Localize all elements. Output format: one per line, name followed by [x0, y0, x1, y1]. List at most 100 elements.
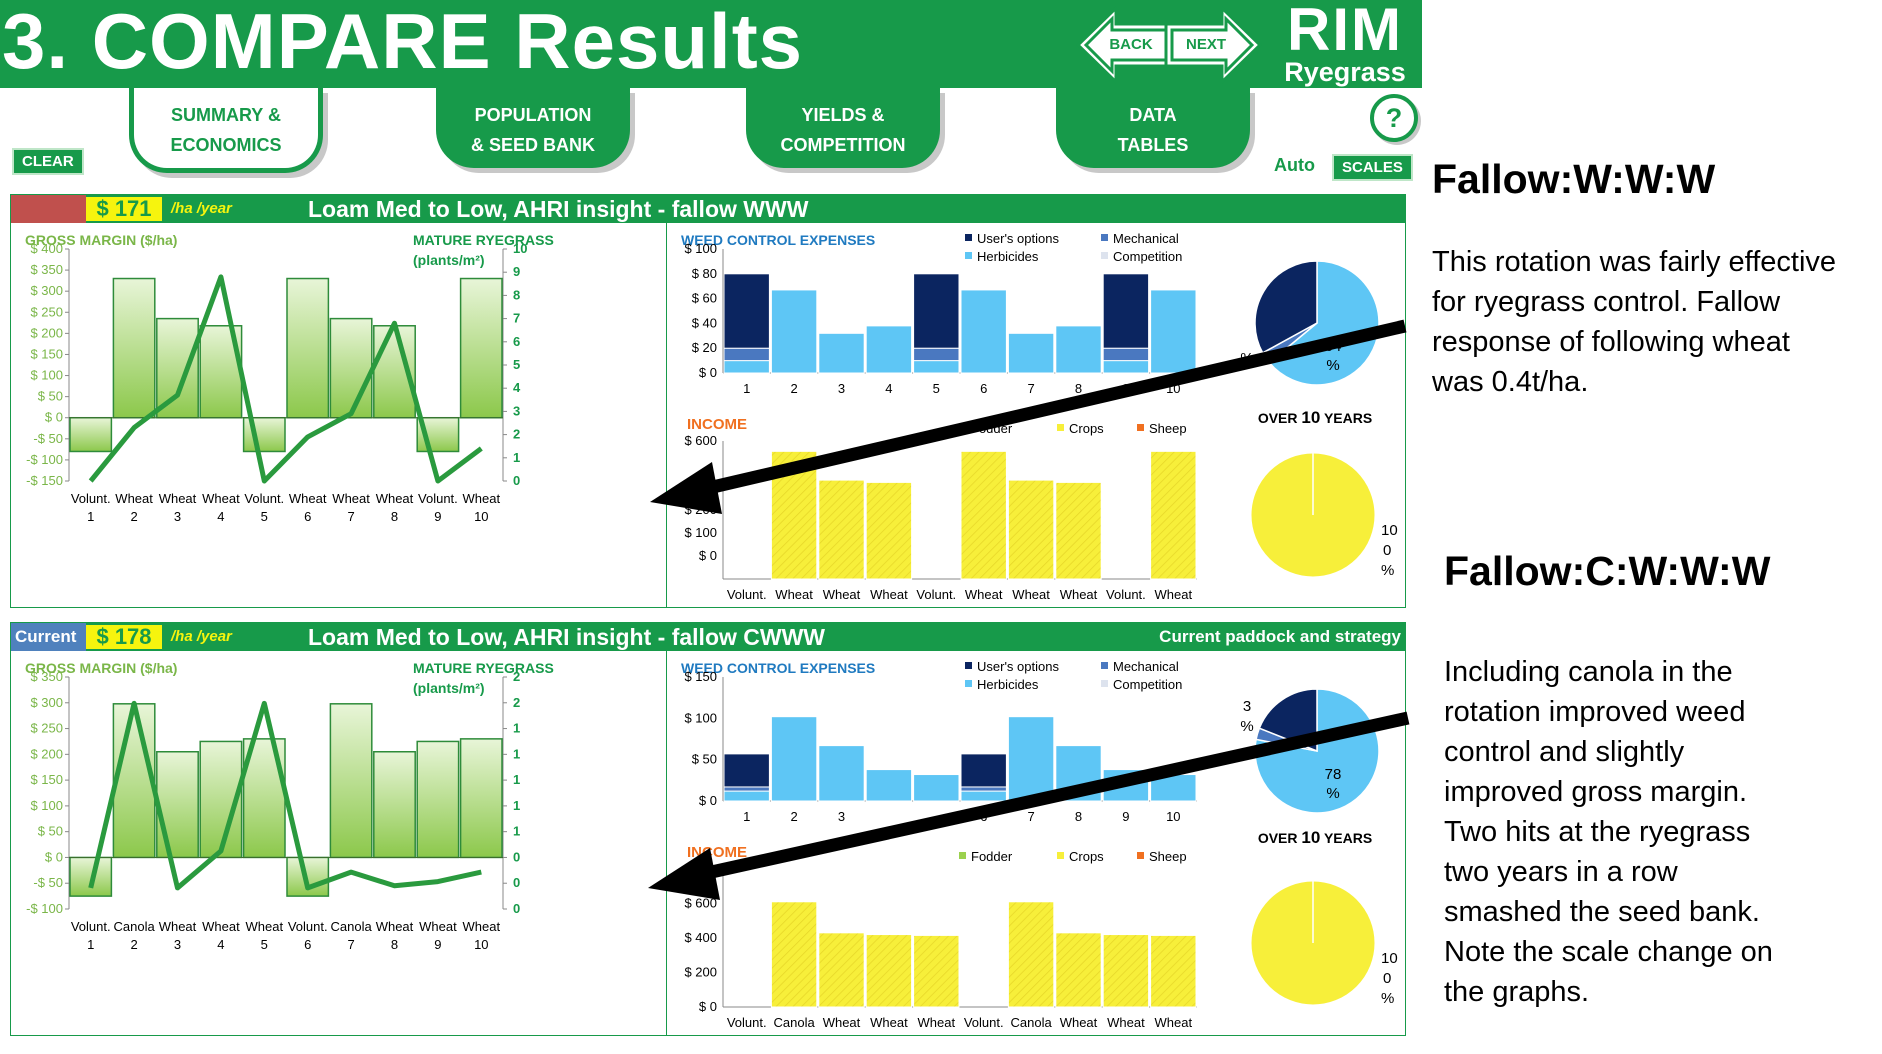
income-year-label: 7	[1027, 1033, 1034, 1035]
gm-tick-label: $ 50	[38, 824, 63, 839]
status-badge: Current	[11, 623, 86, 651]
wc-bar-mechanical	[913, 347, 960, 362]
legend-swatch	[965, 252, 972, 259]
income-year-label: 6	[980, 605, 987, 607]
income-category-label: Canola	[773, 1015, 815, 1030]
wc-category-label: 4	[885, 381, 892, 396]
clear-button[interactable]: CLEAR	[12, 148, 84, 175]
legend-swatch	[1057, 852, 1064, 859]
income-year-label: 5	[933, 605, 940, 607]
next-button[interactable]: NEXT	[1162, 6, 1262, 84]
help-button[interactable]: ?	[1370, 94, 1418, 142]
legend-label: Sheep	[1149, 421, 1187, 436]
panel-title: Loam Med to Low, AHRI insight - fallow C…	[308, 624, 826, 650]
note-line: control and slightly	[1444, 736, 1685, 768]
year-label: 9	[434, 509, 441, 524]
income-year-label: 4	[885, 1033, 892, 1035]
header-bar: 3. COMPARE Results BACK NEXT RIM Ryegras…	[0, 0, 1422, 88]
logo-rim-text: RIM	[1287, 0, 1403, 63]
scales-button[interactable]: SCALES	[1332, 154, 1413, 181]
gm-tick-label: $ 100	[30, 368, 63, 383]
wc-bar-herbicides	[770, 289, 818, 374]
wc-pie-label-main: 78	[1325, 766, 1342, 783]
note-line: the graphs.	[1444, 976, 1590, 1008]
income-category-label: Wheat	[823, 587, 861, 602]
income-year-label: 2	[790, 1033, 797, 1035]
panel-header: $ 171 /ha /year Loam Med to Low, AHRI in…	[11, 195, 1405, 223]
ryegrass-tick-label: 3	[513, 403, 520, 418]
income-category-label: Canola	[1010, 1015, 1052, 1030]
income-bar-crops	[1055, 481, 1102, 580]
wc-category-label: 8	[1075, 809, 1082, 824]
next-arrow-icon	[1164, 6, 1262, 84]
panel-tag: Current paddock and strategy	[1159, 627, 1401, 646]
tab-summary-economics[interactable]: SUMMARY & ECONOMICS	[129, 88, 323, 173]
wc-bar-herbicides	[723, 360, 770, 374]
wc-bar-herbicides	[1150, 289, 1197, 374]
gm-tick-label: -$ 100	[26, 452, 63, 467]
income-category-label: Wheat	[1060, 1015, 1098, 1030]
income-category-label: Wheat	[870, 1015, 908, 1030]
wc-bar-herbicides	[818, 332, 865, 374]
wc-bar-mechanical	[960, 786, 1007, 792]
wc-bar-herbicides	[865, 325, 913, 374]
gross-margin-bar	[156, 317, 199, 419]
wc-tick-label: $ 0	[699, 365, 717, 380]
wc-tick-label: $ 100	[684, 241, 717, 256]
year-label: 3	[174, 937, 181, 952]
panel-charts: GROSS MARGIN ($/ha) MATURE RYEGRASS (plant…	[25, 231, 1398, 607]
wc-category-label: 9	[1122, 381, 1129, 396]
wc-bar-herbicides	[913, 360, 960, 374]
tab-population-seed-bank[interactable]: POPULATION & SEED BANK	[436, 88, 630, 168]
note-1: Fallow:W:W:W	[1432, 156, 1715, 203]
income-category-label: Wheat	[870, 587, 908, 602]
legend-label: User's options	[977, 659, 1059, 674]
rim-logo: RIM Ryegrass	[1268, 0, 1422, 88]
ryegrass-tick-label: 2	[513, 695, 520, 710]
note-line: improved gross margin.	[1444, 776, 1747, 808]
weed-control-title: WEED CONTROL EXPENSES	[681, 232, 875, 248]
category-label: Wheat	[202, 919, 240, 934]
income-pie-label: 10	[1381, 522, 1398, 539]
gross-margin-bar	[69, 416, 113, 453]
gross-margin-title: GROSS MARGIN ($/ha)	[25, 660, 177, 676]
wc-category-label: 2	[790, 381, 797, 396]
wc-bar-user	[1102, 273, 1150, 349]
gross-margin-bar	[112, 277, 156, 419]
income-bar-crops	[865, 934, 913, 1008]
back-button[interactable]: BACK	[1076, 6, 1176, 84]
ryegrass-tick-label: 1	[513, 450, 520, 465]
tab-yields-competition[interactable]: YIELDS & COMPETITION	[746, 88, 940, 168]
wc-category-label: 1	[743, 809, 750, 824]
note-2-body: Including canola in the rotation improve…	[1444, 652, 1773, 1012]
legend-label: Crops	[1069, 421, 1104, 436]
income-bar-crops	[770, 450, 818, 580]
ryegrass-tick-label: 1	[513, 746, 520, 761]
gross-margin-bar	[156, 751, 199, 859]
ryegrass-tick-label: 6	[513, 334, 520, 349]
tab-data-tables[interactable]: DATA TABLES	[1056, 88, 1250, 168]
tab-label-line2: & SEED BANK	[470, 135, 595, 155]
income-category-label: Wheat	[1155, 1015, 1193, 1030]
gross-margin-bar	[459, 738, 503, 859]
wc-category-label: 10	[1166, 809, 1180, 824]
category-label: Wheat	[115, 491, 153, 506]
ryegrass-tick-label: 10	[513, 241, 527, 256]
legend-swatch	[965, 680, 972, 687]
gm-tick-label: $ 0	[45, 410, 63, 425]
logo-ryegrass-text: Ryegrass	[1284, 57, 1406, 87]
plants-unit-label: (plants/m²)	[413, 252, 485, 268]
year-label: 6	[304, 937, 311, 952]
wc-bar-mechanical	[723, 347, 770, 362]
income-category-label: Wheat	[965, 587, 1003, 602]
note-line: Note the scale change on	[1444, 936, 1773, 968]
income-title: INCOME	[687, 416, 747, 433]
per-ha-year-label: /ha /year	[171, 628, 232, 645]
year-label: 8	[391, 937, 398, 952]
wc-category-label: 6	[980, 381, 987, 396]
note-line: Two hits at the ryegrass	[1444, 816, 1751, 848]
wc-tick-label: $ 0	[699, 793, 717, 808]
panel-header: Current $ 178 /ha /year Loam Med to Low,…	[11, 623, 1405, 651]
ryegrass-tick-label: 0	[513, 901, 520, 916]
ryegrass-tick-label: 1	[513, 721, 520, 736]
